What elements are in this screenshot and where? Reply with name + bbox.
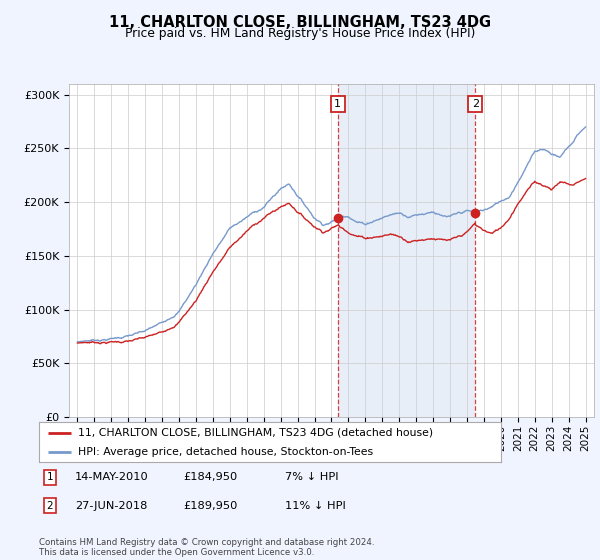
Text: 7% ↓ HPI: 7% ↓ HPI	[285, 472, 338, 482]
Text: £189,950: £189,950	[183, 501, 238, 511]
Text: 2: 2	[472, 99, 479, 109]
Text: Contains HM Land Registry data © Crown copyright and database right 2024.
This d: Contains HM Land Registry data © Crown c…	[39, 538, 374, 557]
Text: 2: 2	[46, 501, 53, 511]
Text: 11, CHARLTON CLOSE, BILLINGHAM, TS23 4DG: 11, CHARLTON CLOSE, BILLINGHAM, TS23 4DG	[109, 15, 491, 30]
Text: 1: 1	[46, 472, 53, 482]
Text: HPI: Average price, detached house, Stockton-on-Tees: HPI: Average price, detached house, Stoc…	[78, 447, 373, 457]
Text: 1: 1	[334, 99, 341, 109]
Text: 14-MAY-2010: 14-MAY-2010	[75, 472, 149, 482]
Text: 11% ↓ HPI: 11% ↓ HPI	[285, 501, 346, 511]
Text: 11, CHARLTON CLOSE, BILLINGHAM, TS23 4DG (detached house): 11, CHARLTON CLOSE, BILLINGHAM, TS23 4DG…	[78, 428, 433, 438]
Text: £184,950: £184,950	[183, 472, 237, 482]
Text: 27-JUN-2018: 27-JUN-2018	[75, 501, 148, 511]
Bar	[338, 84, 475, 417]
Text: Price paid vs. HM Land Registry's House Price Index (HPI): Price paid vs. HM Land Registry's House …	[125, 27, 475, 40]
